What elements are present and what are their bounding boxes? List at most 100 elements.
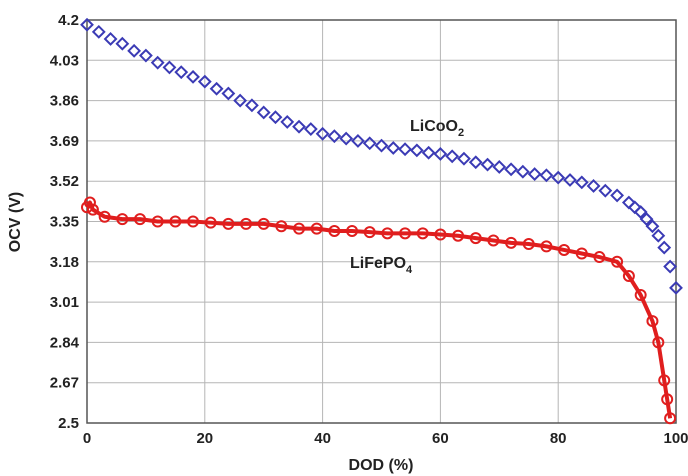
lifepo4-point [240,217,253,230]
y-tick-label: 4.2 [58,12,79,29]
licoo2-point [351,133,365,148]
lifepo4-point [275,220,288,233]
y-tick-label: 2.67 [50,375,79,392]
lifepo4-point [416,227,429,240]
lifepo4-point [593,251,606,264]
licoo2-point [245,98,259,113]
y-tick-label: 3.86 [50,93,79,110]
lifepo4-point [558,243,571,256]
lifepo4-point [98,210,111,223]
lifepo4-point [646,315,659,328]
licoo2-point [492,160,507,174]
x-axis-title: DOD (%) [349,457,414,474]
licoo2-point [197,74,212,89]
licoo2-point [551,170,566,185]
licoo2-point [268,110,283,125]
y-tick-label: 4.03 [50,52,79,69]
licoo2-point [409,143,424,158]
licoo2-point [586,179,601,193]
licoo2-point [115,36,130,51]
lifepo4-point [257,217,270,230]
lifepo4-point [452,229,465,242]
licoo2-point [457,151,471,166]
plot-frame [86,19,677,424]
lifepo4-point [487,234,500,247]
lifepo4-point [381,227,394,240]
licoo2-point [504,162,518,177]
lifepo4-point [622,270,635,283]
licoo2-point [386,141,401,155]
x-tick-label: 20 [196,430,213,447]
licoo2-point [651,228,666,243]
licoo2-point [280,115,295,129]
lifepo4-point [328,224,341,237]
licoo2-point [339,131,354,146]
licoo2-point [445,149,460,164]
lifepo4-line [85,200,673,419]
series-lifepo4 [81,196,677,425]
y-tick-label: 3.52 [50,173,79,190]
series-label-licoo2: LiCoO2 [410,118,464,139]
licoo2-point [362,136,377,151]
licoo2-point [515,164,530,179]
licoo2-point [303,122,318,136]
x-tick-label: 60 [432,430,449,447]
x-tick-label: 40 [314,430,331,447]
licoo2-point [663,259,678,274]
x-tick-label: 0 [83,430,91,447]
y-tick-label: 3.69 [50,133,79,150]
lifepo4-point [363,226,376,239]
licoo2-point [468,155,483,170]
lifepo4-point [522,238,535,251]
lifepo4-point [664,412,677,425]
y-tick-label: 3.35 [50,214,79,231]
y-tick-label: 2.5 [58,415,79,432]
licoo2-point [138,48,153,63]
y-tick-label: 2.84 [50,334,80,351]
lifepo4-point [310,222,323,235]
lifepo4-point [399,227,412,240]
lifepo4-point [187,215,200,228]
licoo2-point [633,205,648,219]
lifepo4-point [346,224,359,237]
licoo2-point [150,55,165,70]
lifepo4-point [151,215,164,228]
licoo2-point [292,119,306,134]
lifepo4-point [83,196,96,209]
licoo2-point [233,93,248,108]
lifepo4-point [134,213,147,226]
licoo2-point [645,219,660,234]
series-label-lifepo4: LiFePO4 [350,255,413,276]
licoo2-point [669,280,683,295]
lifepo4-point [169,215,182,228]
licoo2-point [433,147,448,161]
lifepo4-point [204,216,217,229]
x-tick-label: 80 [550,430,567,447]
licoo2-point [421,145,436,160]
x-tick-label: 100 [663,430,688,447]
licoo2-point [480,157,495,172]
lifepo4-point [293,222,306,235]
lifepo4-point [575,247,588,260]
licoo2-point [103,32,118,46]
licoo2-point [315,126,330,141]
lifepo4-point [634,288,647,301]
licoo2-point [527,167,542,182]
y-tick-label: 3.18 [50,254,79,271]
licoo2-point [127,43,142,58]
lifepo4-point [222,217,235,230]
licoo2-point [162,60,177,75]
licoo2-point [639,212,654,227]
lifepo4-point [652,336,665,349]
lifepo4-point [611,255,624,268]
licoo2-point [563,173,577,187]
licoo2-point [598,183,613,198]
licoo2-point [327,129,342,144]
lifepo4-point [469,232,482,245]
y-axis-title: OCV (V) [7,192,24,252]
licoo2-point [80,17,94,32]
y-tick-labels: 2.5 2.67 2.84 3.01 3.18 3.35 3.52 3.69 3.86 4.03 4… [50,12,80,432]
lifepo4-point [116,213,129,226]
lifepo4-point [505,236,518,249]
